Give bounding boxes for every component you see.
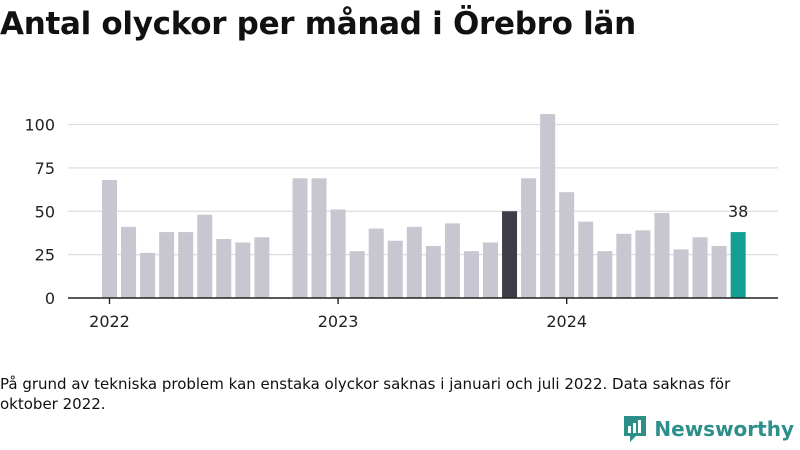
y-tick-label: 75 xyxy=(35,159,55,178)
gridlines xyxy=(68,123,778,256)
bar xyxy=(673,249,689,298)
bar xyxy=(216,239,232,298)
bars xyxy=(102,114,746,298)
bar xyxy=(521,178,537,298)
bar xyxy=(444,223,460,298)
brand-logo: Newsworthy xyxy=(622,414,794,444)
bar xyxy=(559,192,575,298)
y-tick-label: 25 xyxy=(35,246,55,265)
bar xyxy=(635,230,651,298)
bar xyxy=(349,251,365,298)
bar xyxy=(254,237,270,298)
y-tick-label: 50 xyxy=(35,202,55,221)
bar xyxy=(387,240,403,298)
x-tick-label: 2024 xyxy=(546,312,587,331)
bar xyxy=(654,212,670,298)
y-tick-label: 100 xyxy=(24,116,55,135)
x-tick-label: 2023 xyxy=(318,312,359,331)
bar xyxy=(311,178,327,298)
bar xyxy=(463,251,479,298)
newsworthy-logo-icon xyxy=(624,416,647,442)
bar xyxy=(178,232,194,298)
bar xyxy=(616,233,632,298)
bar xyxy=(368,228,384,298)
bar xyxy=(102,180,117,298)
data-label: 38 xyxy=(728,202,748,221)
footnote: På grund av tekniska problem kan enstaka… xyxy=(0,375,731,413)
bar xyxy=(578,221,594,298)
bar-chart: 0 25 50 75 100 2022 2023 2024 38 xyxy=(24,114,778,331)
data-labels: 38 xyxy=(728,202,748,221)
bar xyxy=(121,226,137,298)
bar xyxy=(140,252,156,298)
bar xyxy=(425,245,441,298)
brand-name: Newsworthy xyxy=(654,417,794,441)
bar xyxy=(330,209,346,298)
bar xyxy=(197,214,213,298)
x-tick-label: 2022 xyxy=(89,312,130,331)
y-axis-ticks: 0 25 50 75 100 xyxy=(24,116,55,309)
bar xyxy=(730,232,746,298)
bar xyxy=(540,114,556,298)
bar xyxy=(692,237,708,298)
y-tick-label: 0 xyxy=(45,289,55,308)
bar xyxy=(502,211,518,298)
bar xyxy=(159,232,175,298)
chart-title: Antal olyckor per månad i Örebro län xyxy=(0,6,636,42)
bar xyxy=(235,242,251,298)
bar xyxy=(406,226,422,298)
bar xyxy=(597,251,613,298)
bar xyxy=(483,242,498,298)
bar xyxy=(711,245,727,298)
x-axis: 2022 2023 2024 xyxy=(68,297,778,331)
bar xyxy=(292,178,308,298)
